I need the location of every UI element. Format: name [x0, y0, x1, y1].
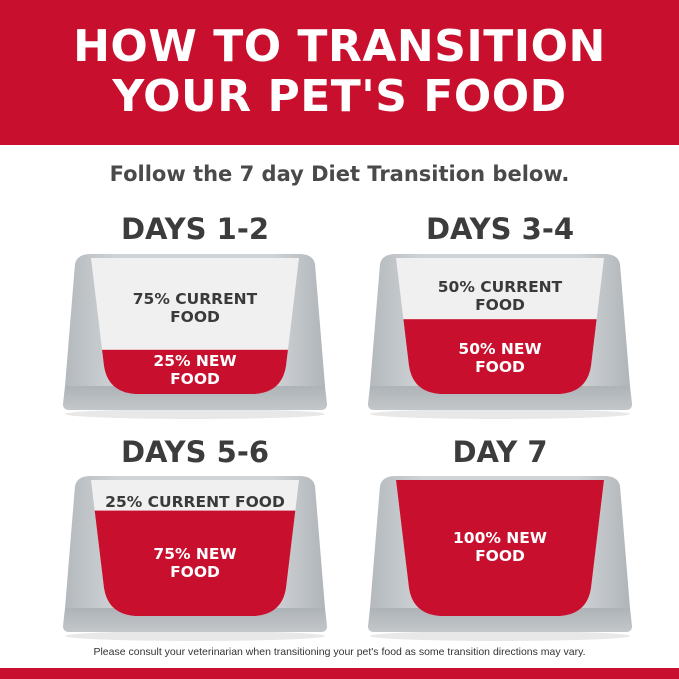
new-food-fill	[91, 349, 299, 394]
new-food-fill	[396, 480, 604, 616]
title-banner: HOW TO TRANSITION YOUR PET'S FOOD	[0, 0, 679, 145]
current-food-label: 25% CURRENT FOOD	[105, 493, 285, 511]
subtitle: Follow the 7 day Diet Transition below.	[109, 162, 570, 186]
stage-2-title: DAYS 3-4	[425, 212, 575, 246]
bowl-stage-4: 100% NEW FOOD	[368, 476, 632, 641]
bowl-shadow	[370, 631, 630, 641]
new-food-fill	[91, 510, 299, 616]
current-food-label: 75% CURRENT FOOD	[132, 290, 258, 326]
new-food-label: 100% NEW FOOD	[453, 529, 547, 565]
bowl-stage-2: 50% CURRENT FOOD 50% NEW FOOD	[368, 254, 632, 419]
new-food-fill	[396, 319, 604, 394]
stage-1-title: DAYS 1-2	[120, 212, 270, 246]
bowl-shadow	[370, 409, 630, 419]
new-food-label: 50% NEW FOOD	[458, 340, 542, 376]
bowl-graphic	[368, 476, 632, 641]
title-line-1: HOW TO TRANSITION	[73, 21, 606, 72]
stage-4-title: DAY 7	[452, 435, 548, 469]
new-food-label: 25% NEW FOOD	[153, 352, 237, 388]
bowl-stage-1: 75% CURRENT FOOD 25% NEW FOOD	[63, 254, 327, 419]
stage-3-title: DAYS 5-6	[120, 435, 270, 469]
new-food-label: 75% NEW FOOD	[153, 545, 237, 581]
current-food-label: 50% CURRENT FOOD	[437, 278, 563, 314]
bowl-graphic	[63, 476, 327, 641]
bowl-stage-3: 25% CURRENT FOOD 75% NEW FOOD	[63, 476, 327, 641]
bowl-shadow	[65, 409, 325, 419]
disclaimer-note: Please consult your veterinarian when tr…	[93, 646, 586, 658]
footer-bar	[0, 668, 679, 679]
title-line-2: YOUR PET'S FOOD	[112, 71, 567, 122]
bowl-shadow	[65, 631, 325, 641]
bowl-graphic	[368, 254, 632, 419]
bowl-graphic	[63, 254, 327, 419]
